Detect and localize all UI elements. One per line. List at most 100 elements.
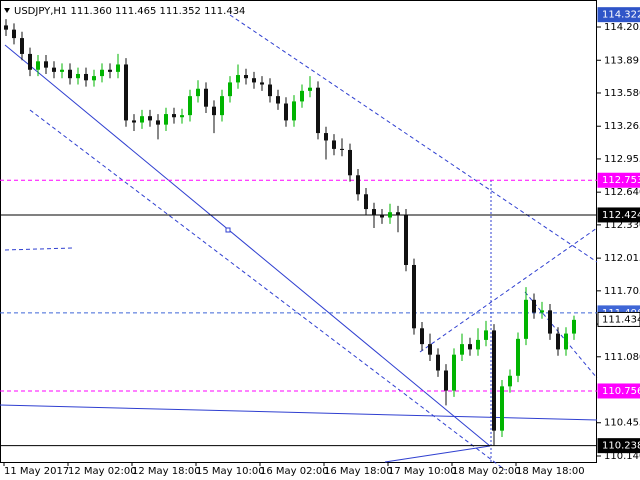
price-tag	[597, 7, 640, 23]
candle-body	[324, 133, 328, 141]
y-tick-label: 111.080	[604, 352, 640, 363]
price-tag	[597, 172, 640, 188]
candle-body	[124, 64, 128, 121]
candle-body	[12, 29, 16, 39]
candle-body	[196, 88, 200, 97]
candle-body	[428, 344, 432, 355]
x-tick-label: 18 May 18:00	[516, 466, 585, 477]
price-tag-label: 110.238	[602, 441, 640, 452]
candle-body	[20, 38, 24, 54]
candle-body	[308, 87, 312, 91]
candle-body	[284, 103, 288, 121]
candle-body	[436, 354, 440, 371]
y-tick-label: 112.015	[604, 253, 640, 264]
y-tick-label: 114.205	[604, 22, 640, 33]
candle-body	[100, 69, 104, 77]
price-tag-label: 114.322	[602, 10, 640, 21]
candle-body	[116, 64, 120, 72]
candle-body	[348, 149, 352, 176]
candle-body	[92, 76, 96, 81]
y-tick-label: 112.640	[604, 187, 640, 198]
candle-body	[260, 82, 264, 85]
candle-body	[340, 148, 344, 150]
price-tag	[597, 438, 640, 454]
candle-body	[164, 114, 168, 125]
candle-body	[564, 333, 568, 350]
candle-body	[76, 73, 80, 79]
candle-body	[60, 69, 64, 72]
candle-body	[28, 53, 32, 70]
price-tag	[597, 383, 640, 399]
candle-body	[332, 140, 336, 149]
y-tick-label: 110.140	[604, 451, 640, 462]
candle-body	[292, 101, 296, 121]
candle-body	[236, 75, 240, 83]
candle-body	[84, 73, 88, 81]
candle-body	[500, 386, 504, 431]
symbol-title: USDJPY,H1 111.360 111.465 111.352 111.43…	[14, 6, 245, 17]
candle-body	[132, 120, 136, 123]
price-tag-label: 110.756	[602, 386, 640, 397]
candle-body	[316, 87, 320, 134]
price-tag-label: 112.424	[602, 210, 640, 221]
candle-body	[220, 96, 224, 116]
candle-body	[68, 69, 72, 79]
x-tick-label: 18 May 02:00	[452, 466, 521, 477]
candle-body	[388, 212, 392, 218]
candle-body	[188, 96, 192, 116]
x-tick-label: 16 May 02:00	[260, 466, 329, 477]
y-tick-label: 111.705	[604, 286, 640, 297]
candle-body	[364, 194, 368, 210]
x-tick-label: 17 May 10:00	[388, 466, 457, 477]
price-tag-label: 111.434	[602, 314, 640, 325]
candle-body	[268, 84, 272, 97]
candle-body	[508, 375, 512, 387]
candle-body	[492, 330, 496, 431]
y-tick-label: 113.580	[604, 88, 640, 99]
plot-frame	[0, 0, 597, 463]
candle-body	[276, 96, 280, 104]
price-tag-label: 112.753	[602, 175, 640, 186]
candle-body	[524, 299, 528, 339]
candle-body	[476, 339, 480, 350]
candle-body	[156, 120, 160, 125]
candle-body	[52, 67, 56, 72]
candle-body	[452, 354, 456, 391]
candle-body	[204, 88, 208, 107]
candle-body	[548, 310, 552, 334]
y-tick-label: 113.265	[604, 121, 640, 132]
candle-body	[252, 78, 256, 83]
x-tick-label: 12 May 18:00	[132, 466, 201, 477]
candle-body	[228, 82, 232, 97]
menu-arrow[interactable]	[4, 8, 10, 13]
candle-body	[540, 310, 544, 313]
x-tick-label: 16 May 18:00	[324, 466, 393, 477]
candle-body	[532, 299, 536, 313]
y-tick-label: 110.455	[604, 418, 640, 429]
price-tag	[597, 207, 640, 223]
candle-body	[44, 61, 48, 68]
x-tick-label: 12 May 02:00	[68, 466, 137, 477]
candle-body	[212, 106, 216, 116]
candle-body	[300, 90, 304, 102]
candle-body	[460, 344, 464, 355]
candle-body	[420, 328, 424, 345]
candle-body	[108, 69, 112, 72]
price-tag	[597, 311, 640, 327]
x-tick-label: 11 May 2017	[4, 466, 69, 477]
candle-body	[556, 333, 560, 350]
candle-body	[444, 370, 448, 391]
y-tick-label: 112.955	[604, 154, 640, 165]
candle-body	[484, 330, 488, 340]
candle-body	[396, 212, 400, 216]
candle-body	[516, 338, 520, 376]
candle-body	[140, 116, 144, 123]
candle-body	[172, 114, 176, 118]
y-tick-label: 112.330	[604, 220, 640, 231]
candle-body	[148, 116, 152, 121]
candle-body	[404, 215, 408, 265]
candle-body	[572, 319, 576, 334]
trend-lines	[0, 14, 598, 471]
candle-body	[180, 115, 184, 118]
